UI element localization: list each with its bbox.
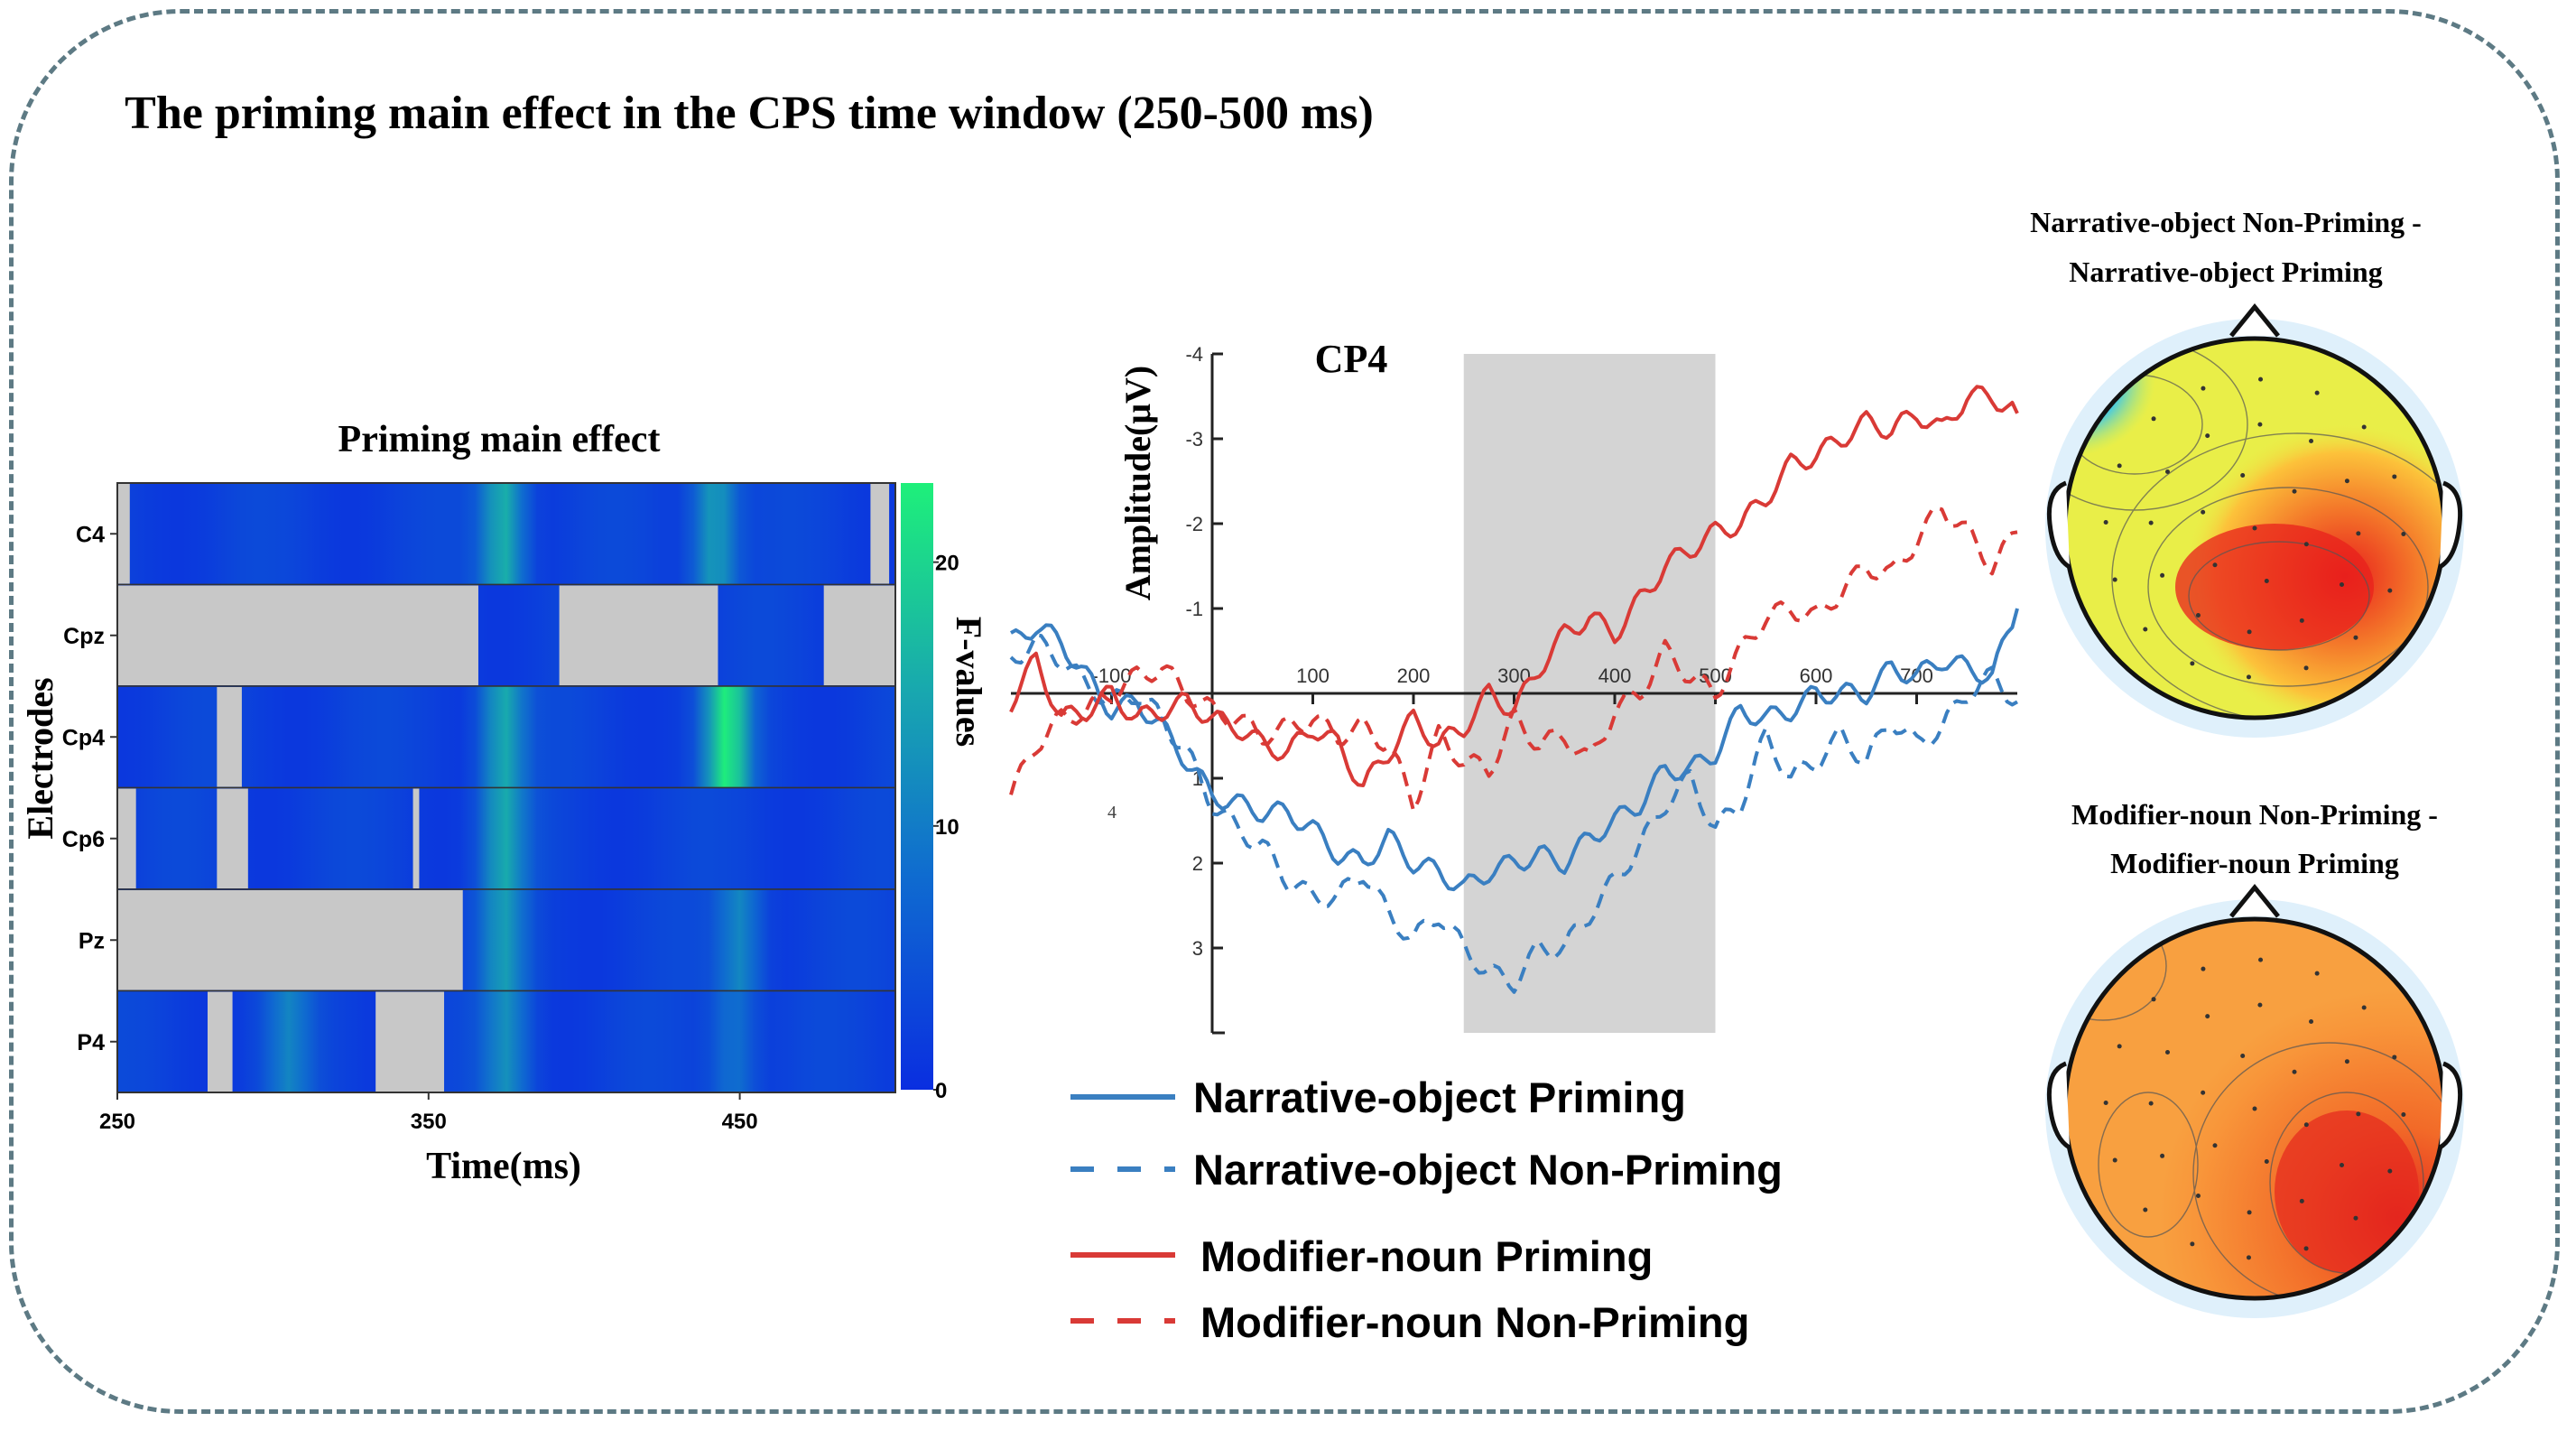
heatmap-panel: Priming main effect C4 Cpz Cp4 Cp6 Pz P4 250 3… — [20, 419, 989, 1187]
heatmap-nonsig-p4-0 — [207, 991, 233, 1092]
erp-x-tick-200: 200 — [1397, 664, 1431, 687]
electrode-label-c4: C4 — [76, 522, 105, 547]
legend-modifier-nonpriming: Modifier-noun Non-Priming — [1200, 1298, 1749, 1346]
topomap-narrative-title-1: Narrative-object Non-Priming - — [2030, 206, 2422, 238]
legend-modifier-priming: Modifier-noun Priming — [1200, 1232, 1653, 1280]
heatmap-nonsig-cpz-1 — [559, 585, 718, 685]
erp-title: CP4 — [1315, 337, 1388, 381]
legend-narrative-nonpriming: Narrative-object Non-Priming — [1193, 1146, 1783, 1194]
colorbar-tick-10: 10 — [935, 815, 959, 840]
heatmap-y-label: Electrodes — [20, 677, 60, 839]
erp-series-narrative-object-non-priming — [1009, 633, 2018, 994]
topomap-modifier-title-2: Modifier-noun Priming — [2110, 847, 2399, 879]
erp-x-tick-600: 600 — [1800, 664, 1833, 687]
page-title: The priming main effect in the CPS time … — [125, 88, 1374, 139]
erp-stray-label: 4 — [1107, 803, 1117, 822]
heatmap-x-tick-350: 350 — [411, 1110, 447, 1134]
heatmap-nonsig-c4-1 — [870, 484, 890, 584]
heatmap-nonsig-cp6-0 — [117, 788, 136, 888]
colorbar-label: F-values — [949, 617, 989, 747]
erp-y-tick--3: -3 — [1185, 428, 1203, 451]
legend-narrative-priming: Narrative-object Priming — [1193, 1073, 1686, 1121]
erp-y-tick-3: 3 — [1192, 937, 1203, 960]
erp-series-modifier-noun-non-priming — [1009, 506, 2018, 813]
heatmap-nonsig-p4-1 — [375, 991, 445, 1092]
topomap-narrative-title-2: Narrative-object Priming — [2069, 256, 2382, 288]
electrode-label-cpz: Cpz — [63, 624, 105, 649]
erp-series-narrative-object-priming — [1010, 608, 2019, 892]
topomap-narrative: Narrative-object Non-Priming - Narrative… — [2030, 206, 2464, 738]
erp-x-tick-100: 100 — [1296, 664, 1330, 687]
colorbar-tick-0: 0 — [935, 1079, 947, 1103]
erp-x-tick-400: 400 — [1598, 664, 1632, 687]
erp-y-tick--4: -4 — [1185, 343, 1203, 366]
electrode-label-p4: P4 — [77, 1030, 105, 1055]
electrode-label-cp4: Cp4 — [62, 725, 105, 750]
colorbar — [901, 483, 933, 1090]
heatmap-row-cp4 — [116, 685, 896, 789]
heatmap-row-p4 — [116, 990, 896, 1093]
legend: Narrative-object Priming Narrative-objec… — [1070, 1073, 1783, 1346]
colorbar-tick-20: 20 — [935, 552, 959, 576]
topomap-modifier: Modifier-noun Non-Priming - Modifier-nou… — [2045, 798, 2464, 1318]
topomap-modifier-title-1: Modifier-noun Non-Priming - — [2071, 798, 2438, 831]
heatmap-x-tick-450: 450 — [722, 1110, 758, 1134]
erp-y-tick-2: 2 — [1192, 852, 1203, 875]
heatmap-nonsig-cpz-0 — [117, 585, 478, 685]
heatmap-x-tick-250: 250 — [99, 1110, 135, 1134]
heatmap-nonsig-pz-0 — [117, 890, 463, 990]
electrode-label-pz: Pz — [79, 928, 105, 953]
erp-y-label: Amplitude(μV) — [1117, 366, 1158, 600]
heatmap-nonsig-c4-0 — [117, 484, 130, 584]
dashed-frame — [9, 9, 2560, 1414]
heatmap-nonsig-cpz-2 — [823, 585, 895, 685]
erp-y-tick--2: -2 — [1185, 513, 1203, 535]
electrode-label-cp6: Cp6 — [62, 827, 105, 852]
heatmap-nonsig-cp6-2 — [412, 788, 420, 888]
heatmap-nonsig-cp6-1 — [217, 788, 248, 888]
heatmap-x-label: Time(ms) — [426, 1146, 581, 1187]
heatmap-title: Priming main effect — [338, 419, 661, 460]
heatmap-row-c4 — [116, 482, 896, 586]
erp-y-tick--1: -1 — [1185, 598, 1203, 620]
heatmap-nonsig-cp4-0 — [217, 687, 242, 787]
